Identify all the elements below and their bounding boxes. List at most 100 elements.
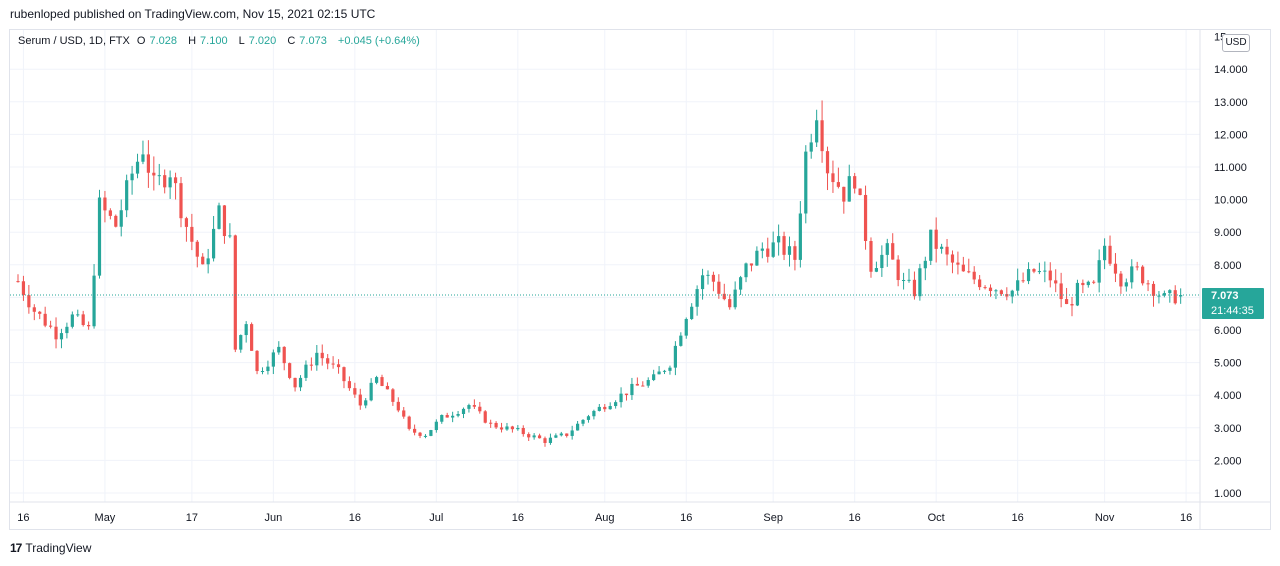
candle-body <box>418 432 422 436</box>
candle-body <box>711 274 716 282</box>
candle-body <box>217 205 221 229</box>
candle-body <box>173 177 178 184</box>
candlestick-chart[interactable]: 1.0002.0003.0004.0005.0006.0007.0008.000… <box>10 30 1270 530</box>
candle-body <box>43 313 47 326</box>
candle-body <box>184 218 189 227</box>
candle-body <box>391 389 395 402</box>
candle-body <box>782 236 786 255</box>
candle-body <box>1157 295 1161 297</box>
candle-body <box>978 279 982 288</box>
symbol-legend: Serum / USD, 1D, FTX O 7.028 H 7.100 L 7.02… <box>18 35 424 47</box>
time-tick-label: 16 <box>349 512 361 524</box>
candle-body <box>195 241 199 257</box>
candle-body <box>614 402 618 407</box>
time-tick-label: 16 <box>512 512 524 524</box>
candle-body <box>1064 299 1069 305</box>
candle-body <box>641 385 645 387</box>
candle-body <box>575 423 580 431</box>
candle-body <box>940 246 944 249</box>
currency-badge[interactable]: USD <box>1222 34 1250 52</box>
candle-body <box>65 326 69 334</box>
candle-body <box>635 383 639 386</box>
candle-body <box>163 175 167 188</box>
candle-body <box>597 406 601 411</box>
candle-body <box>668 367 672 371</box>
last-price-value: 7.073 <box>1211 290 1239 302</box>
candle-body <box>434 421 438 431</box>
candle-body <box>119 210 123 227</box>
candle-body <box>130 173 134 181</box>
candle-body <box>309 364 313 366</box>
candle-body <box>950 254 955 263</box>
price-tick-label: 14.000 <box>1214 64 1248 76</box>
candle-body <box>413 428 417 433</box>
candle-body <box>32 307 36 312</box>
price-tick-label: 12.000 <box>1214 129 1248 141</box>
candle-body <box>385 385 390 390</box>
tradingview-footer[interactable]: 17 TradingView <box>10 541 91 555</box>
candle-body <box>652 374 656 381</box>
candle-body <box>1043 270 1047 272</box>
candle-body <box>48 325 53 327</box>
candle-body <box>461 408 466 415</box>
candle-body <box>853 176 857 189</box>
candle-body <box>918 268 922 297</box>
candle-body <box>1032 269 1036 272</box>
price-tick-label: 3.000 <box>1214 423 1242 435</box>
price-tick-label: 6.000 <box>1214 325 1242 337</box>
candle-body <box>706 274 710 276</box>
price-tick-label: 1.000 <box>1214 488 1242 500</box>
candle-body <box>157 175 161 177</box>
candle-body <box>798 213 802 260</box>
candle-body <box>244 324 248 336</box>
candle-body <box>342 367 346 382</box>
candle-body <box>1092 281 1096 283</box>
candle-body <box>114 215 118 227</box>
candle-body <box>103 197 107 211</box>
candle-body <box>537 435 542 439</box>
candle-body <box>255 350 259 372</box>
price-tick-label: 9.000 <box>1214 227 1242 239</box>
candle-body <box>141 154 145 162</box>
candle-body <box>679 335 683 346</box>
candle-body <box>1059 283 1063 300</box>
candle-body <box>869 241 873 272</box>
candle-body <box>804 151 808 214</box>
candle-body <box>516 428 520 430</box>
candle-body <box>738 277 743 290</box>
brand-name: TradingView <box>25 541 92 555</box>
candle-body <box>326 358 330 364</box>
candle-body <box>1103 245 1107 261</box>
candle-body <box>81 314 85 325</box>
candle-body <box>201 256 205 265</box>
candle-body <box>766 248 770 257</box>
time-tick-label: 16 <box>17 512 29 524</box>
candle-body <box>1146 283 1150 285</box>
candle-body <box>369 382 373 401</box>
candle-body <box>336 364 341 368</box>
candle-body <box>1081 282 1085 286</box>
candle-body <box>733 289 737 308</box>
candle-body <box>961 264 965 272</box>
candle-body <box>586 416 591 420</box>
candle-body <box>967 271 971 273</box>
candle-body <box>1124 282 1128 287</box>
candle-body <box>1097 260 1101 283</box>
price-tick-label: 5.000 <box>1214 358 1242 370</box>
candle-body <box>374 377 379 383</box>
candle-body <box>320 352 324 359</box>
candle-body <box>983 287 987 289</box>
chart-panel[interactable] <box>9 29 1271 530</box>
price-tick-label: 11.000 <box>1214 162 1247 174</box>
candle-body <box>901 279 906 281</box>
candle-body <box>1119 273 1123 287</box>
candle-body <box>722 293 726 300</box>
candle-body <box>543 438 547 443</box>
candle-body <box>1048 270 1052 281</box>
time-tick-label: 17 <box>186 512 198 524</box>
change-value: +0.045 (+0.64%) <box>337 35 420 47</box>
symbol-name[interactable]: Serum / USD, 1D, FTX <box>18 35 130 47</box>
candle-body <box>690 306 694 319</box>
candle-body <box>467 405 471 409</box>
close-value: C 7.073 <box>287 35 327 47</box>
